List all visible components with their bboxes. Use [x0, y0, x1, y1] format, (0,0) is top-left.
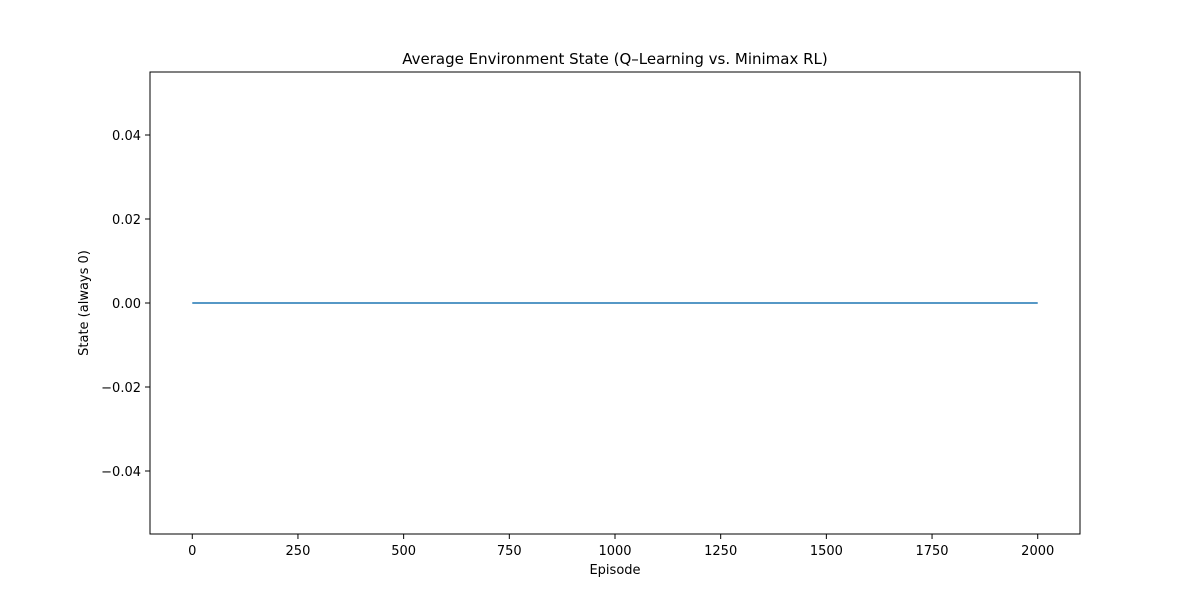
- x-tick-label: 250: [286, 544, 311, 559]
- y-tick-label: 0.02: [112, 213, 141, 228]
- x-axis-ticks: 0 250 500 750 1000 1250 1500 1750 2000: [188, 534, 1054, 559]
- x-tick-label: 0: [188, 544, 196, 559]
- x-axis-label: Episode: [589, 563, 640, 578]
- y-axis-label: State (always 0): [77, 250, 92, 356]
- x-tick-label: 1500: [810, 544, 843, 559]
- x-tick-label: 750: [497, 544, 522, 559]
- y-tick-label: 0.00: [112, 297, 141, 312]
- x-tick-label: 500: [391, 544, 416, 559]
- y-tick-label: 0.04: [112, 129, 141, 144]
- chart-title: Average Environment State (Q–Learning vs…: [402, 50, 828, 68]
- x-tick-label: 2000: [1021, 544, 1054, 559]
- x-tick-label: 1750: [915, 544, 948, 559]
- x-tick-label: 1250: [704, 544, 737, 559]
- y-tick-label: −0.04: [101, 465, 141, 480]
- y-axis-ticks: 0.04 0.02 0.00 −0.02 −0.04: [101, 129, 150, 480]
- y-tick-label: −0.02: [101, 381, 141, 396]
- x-tick-label: 1000: [598, 544, 631, 559]
